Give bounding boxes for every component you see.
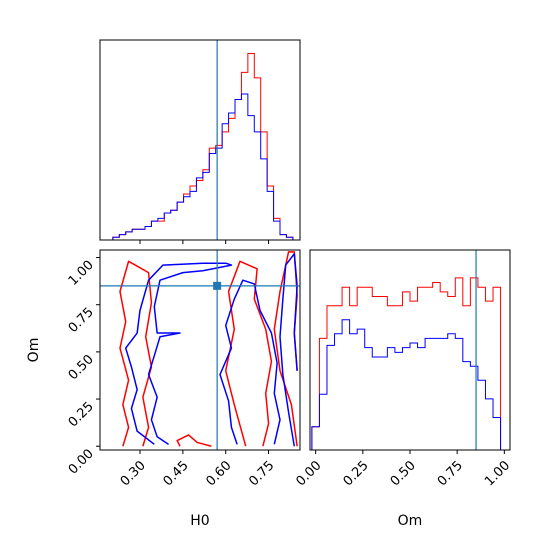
om-histograms xyxy=(311,277,509,451)
om-histogram-series xyxy=(311,277,509,451)
h0-marginal-panel xyxy=(99,39,301,244)
truth-marker xyxy=(213,281,222,290)
joint-contour-line xyxy=(219,279,281,445)
om-marginal-axis-label: Om xyxy=(398,513,423,529)
h0-marginal-frame xyxy=(99,39,301,241)
h0-histograms xyxy=(100,53,300,241)
h0-histogram-series xyxy=(100,93,300,241)
h0-axis-label: H0 xyxy=(190,513,209,529)
h0-marginal-ticks xyxy=(139,240,270,244)
joint-contour-line xyxy=(119,260,153,447)
joint-contour-line xyxy=(176,434,212,447)
om-histogram-series xyxy=(311,319,509,451)
joint-contour-line xyxy=(224,260,273,447)
om-axis-label: Om xyxy=(26,338,42,363)
joint-contours xyxy=(119,251,298,447)
joint-frame xyxy=(99,249,301,451)
truth-crosshair xyxy=(100,250,300,450)
joint-contour-line xyxy=(279,253,298,447)
